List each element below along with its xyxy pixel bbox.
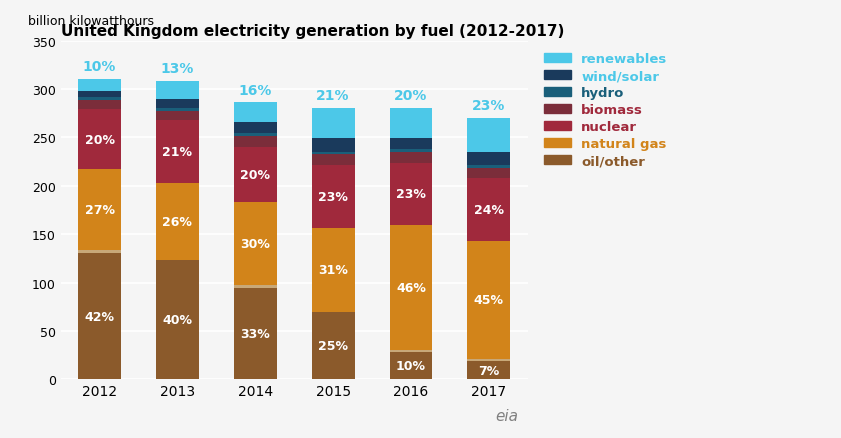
Bar xyxy=(468,166,510,168)
Bar xyxy=(312,139,355,152)
Bar xyxy=(468,168,510,179)
Bar xyxy=(468,361,510,380)
Legend: renewables, wind/solar, hydro, biomass, nuclear, natural gas, oil/other: renewables, wind/solar, hydro, biomass, … xyxy=(539,48,673,173)
Bar xyxy=(468,152,510,166)
Bar xyxy=(312,155,355,166)
Text: United Kingdom electricity generation by fuel (2012-2017): United Kingdom electricity generation by… xyxy=(61,24,564,39)
Bar xyxy=(389,163,432,226)
Bar xyxy=(234,123,277,134)
Bar xyxy=(389,350,432,353)
Bar xyxy=(468,241,510,359)
Bar xyxy=(156,109,198,112)
Bar xyxy=(468,119,510,152)
Bar xyxy=(78,80,121,92)
Bar xyxy=(234,134,277,136)
Bar xyxy=(78,254,121,380)
Text: 46%: 46% xyxy=(396,281,426,294)
Text: 13%: 13% xyxy=(161,62,194,76)
Bar xyxy=(234,136,277,148)
Bar xyxy=(156,261,198,380)
Text: 20%: 20% xyxy=(241,169,270,182)
Text: 42%: 42% xyxy=(85,310,114,323)
Bar xyxy=(156,100,198,109)
Bar xyxy=(234,286,277,288)
Bar xyxy=(312,109,355,139)
Bar xyxy=(468,179,510,241)
Text: 7%: 7% xyxy=(479,364,500,377)
Bar xyxy=(78,92,121,98)
Text: 26%: 26% xyxy=(162,215,193,228)
Text: 24%: 24% xyxy=(473,204,504,216)
Bar xyxy=(156,82,198,100)
Bar xyxy=(234,288,277,380)
Text: 23%: 23% xyxy=(318,191,348,204)
Bar xyxy=(234,103,277,123)
Text: billion kilowatthours: billion kilowatthours xyxy=(28,15,154,28)
Text: 10%: 10% xyxy=(396,360,426,373)
Bar xyxy=(234,203,277,286)
Text: 33%: 33% xyxy=(241,328,270,340)
Bar xyxy=(389,353,432,380)
Text: 23%: 23% xyxy=(396,188,426,201)
Bar xyxy=(389,139,432,150)
Bar xyxy=(312,152,355,155)
Bar xyxy=(312,166,355,228)
Bar xyxy=(78,98,121,101)
Text: 25%: 25% xyxy=(318,339,348,352)
Bar xyxy=(389,226,432,350)
Text: 21%: 21% xyxy=(162,145,193,159)
Bar xyxy=(78,251,121,254)
Bar xyxy=(156,121,198,183)
Bar xyxy=(156,112,198,121)
Text: 20%: 20% xyxy=(85,134,114,146)
Text: 27%: 27% xyxy=(85,204,114,217)
Text: 45%: 45% xyxy=(473,293,504,307)
Bar xyxy=(312,228,355,312)
Bar xyxy=(389,152,432,163)
Bar xyxy=(78,110,121,170)
Text: eia: eia xyxy=(495,408,518,423)
Bar xyxy=(234,148,277,203)
Text: 10%: 10% xyxy=(83,60,116,74)
Bar xyxy=(156,183,198,261)
Text: 23%: 23% xyxy=(472,99,505,113)
Text: 20%: 20% xyxy=(394,89,428,103)
Bar xyxy=(78,170,121,251)
Text: 31%: 31% xyxy=(318,264,348,276)
Text: 30%: 30% xyxy=(241,238,270,251)
Text: 16%: 16% xyxy=(239,84,272,98)
Text: 21%: 21% xyxy=(316,89,350,103)
Bar xyxy=(78,101,121,110)
Bar xyxy=(389,150,432,152)
Text: 40%: 40% xyxy=(162,314,193,327)
Bar xyxy=(312,312,355,380)
Bar xyxy=(468,359,510,361)
Bar xyxy=(389,109,432,139)
